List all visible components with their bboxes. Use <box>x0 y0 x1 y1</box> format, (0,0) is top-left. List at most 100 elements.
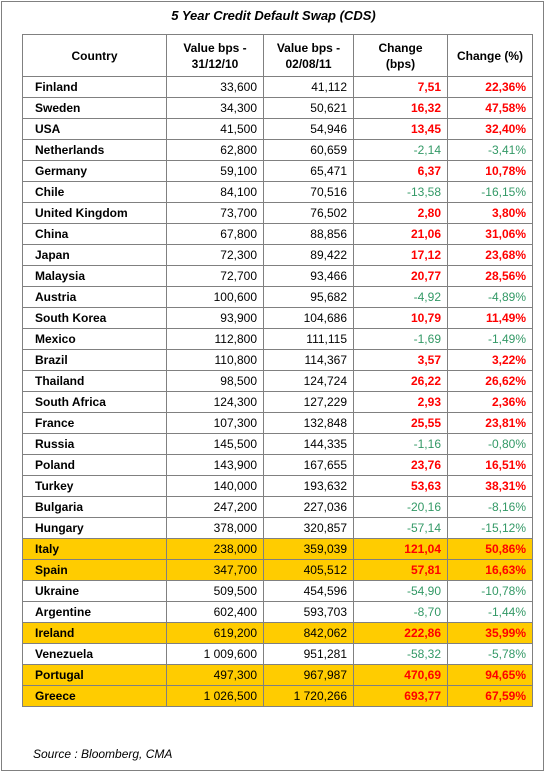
value-2010-cell: 112,800 <box>166 328 264 350</box>
header-country: Country <box>22 34 167 77</box>
value-2011-cell: 70,516 <box>263 181 354 203</box>
change-bps-cell: 693,77 <box>353 685 448 707</box>
change-pct-cell: -4,89% <box>447 286 533 308</box>
change-bps-cell: 26,22 <box>353 370 448 392</box>
change-bps-cell: -54,90 <box>353 580 448 602</box>
value-2010-cell: 247,200 <box>166 496 264 518</box>
value-2010-cell: 98,500 <box>166 370 264 392</box>
value-2011-cell: 104,686 <box>263 307 354 329</box>
country-cell: Ukraine <box>22 580 167 602</box>
value-2011-cell: 1 720,266 <box>263 685 354 707</box>
value-2010-cell: 124,300 <box>166 391 264 413</box>
table-row: Argentine 602,400 593,703 -8,70 -1,44% <box>22 601 533 623</box>
header-change-line2: (bps) <box>385 56 416 71</box>
country-cell: Greece <box>22 685 167 707</box>
country-cell: Venezuela <box>22 643 167 665</box>
table-row: Netherlands 62,800 60,659 -2,14 -3,41% <box>22 139 533 161</box>
change-bps-cell: 57,81 <box>353 559 448 581</box>
value-2011-cell: 76,502 <box>263 202 354 224</box>
country-cell: Poland <box>22 454 167 476</box>
value-2010-cell: 145,500 <box>166 433 264 455</box>
country-cell: Germany <box>22 160 167 182</box>
change-bps-cell: 10,79 <box>353 307 448 329</box>
value-2011-cell: 60,659 <box>263 139 354 161</box>
value-2011-cell: 951,281 <box>263 643 354 665</box>
country-cell: Hungary <box>22 517 167 539</box>
country-cell: Mexico <box>22 328 167 350</box>
table-row: Chile 84,100 70,516 -13,58 -16,15% <box>22 181 533 203</box>
value-2011-cell: 127,229 <box>263 391 354 413</box>
country-cell: Austria <box>22 286 167 308</box>
header-value-2010-line1: Value bps - <box>183 40 247 55</box>
table-row: Turkey 140,000 193,632 53,63 38,31% <box>22 475 533 497</box>
change-pct-cell: -16,15% <box>447 181 533 203</box>
change-pct-cell: 32,40% <box>447 118 533 140</box>
value-2011-cell: 967,987 <box>263 664 354 686</box>
value-2011-cell: 54,946 <box>263 118 354 140</box>
value-2010-cell: 72,700 <box>166 265 264 287</box>
table-row: Venezuela 1 009,600 951,281 -58,32 -5,78% <box>22 643 533 665</box>
country-cell: China <box>22 223 167 245</box>
change-bps-cell: -58,32 <box>353 643 448 665</box>
table-row: Portugal 497,300 967,987 470,69 94,65% <box>22 664 533 686</box>
value-2011-cell: 93,466 <box>263 265 354 287</box>
change-bps-cell: 3,57 <box>353 349 448 371</box>
value-2011-cell: 114,367 <box>263 349 354 371</box>
table-row: Japan 72,300 89,422 17,12 23,68% <box>22 244 533 266</box>
table-row: Finland 33,600 41,112 7,51 22,36% <box>22 76 533 98</box>
change-pct-cell: 67,59% <box>447 685 533 707</box>
value-2011-cell: 593,703 <box>263 601 354 623</box>
change-bps-cell: -1,16 <box>353 433 448 455</box>
value-2010-cell: 1 009,600 <box>166 643 264 665</box>
value-2011-cell: 405,512 <box>263 559 354 581</box>
country-cell: United Kingdom <box>22 202 167 224</box>
header-change-bps: Change (bps) <box>353 34 448 77</box>
cds-table: Country Value bps - 31/12/10 Value bps -… <box>22 34 533 707</box>
table-title: 5 Year Credit Default Swap (CDS) <box>171 8 376 23</box>
country-cell: Brazil <box>22 349 167 371</box>
change-pct-cell: 11,49% <box>447 307 533 329</box>
country-cell: Sweden <box>22 97 167 119</box>
change-pct-cell: 35,99% <box>447 622 533 644</box>
value-2010-cell: 509,500 <box>166 580 264 602</box>
value-2010-cell: 347,700 <box>166 559 264 581</box>
change-pct-cell: -15,12% <box>447 517 533 539</box>
change-bps-cell: 20,77 <box>353 265 448 287</box>
table-row: Hungary 378,000 320,857 -57,14 -15,12% <box>22 517 533 539</box>
country-cell: Spain <box>22 559 167 581</box>
country-cell: Portugal <box>22 664 167 686</box>
country-cell: Argentine <box>22 601 167 623</box>
value-2010-cell: 378,000 <box>166 517 264 539</box>
change-bps-cell: -4,92 <box>353 286 448 308</box>
value-2010-cell: 67,800 <box>166 223 264 245</box>
change-pct-cell: 16,63% <box>447 559 533 581</box>
change-bps-cell: 16,32 <box>353 97 448 119</box>
change-pct-cell: -1,49% <box>447 328 533 350</box>
value-2010-cell: 107,300 <box>166 412 264 434</box>
value-2011-cell: 193,632 <box>263 475 354 497</box>
header-value-2010-line2: 31/12/10 <box>191 56 239 71</box>
value-2011-cell: 132,848 <box>263 412 354 434</box>
value-2011-cell: 89,422 <box>263 244 354 266</box>
table-row: United Kingdom 73,700 76,502 2,80 3,80% <box>22 202 533 224</box>
table-row: South Korea 93,900 104,686 10,79 11,49% <box>22 307 533 329</box>
change-bps-cell: 121,04 <box>353 538 448 560</box>
change-bps-cell: -57,14 <box>353 517 448 539</box>
table-row: Greece 1 026,500 1 720,266 693,77 67,59% <box>22 685 533 707</box>
table-row: Malaysia 72,700 93,466 20,77 28,56% <box>22 265 533 287</box>
value-2011-cell: 124,724 <box>263 370 354 392</box>
change-pct-cell: 26,62% <box>447 370 533 392</box>
value-2010-cell: 110,800 <box>166 349 264 371</box>
change-bps-cell: -8,70 <box>353 601 448 623</box>
change-bps-cell: 6,37 <box>353 160 448 182</box>
source-note: Source : Bloomberg, CMA <box>33 747 173 761</box>
change-pct-cell: -3,41% <box>447 139 533 161</box>
header-row: Country Value bps - 31/12/10 Value bps -… <box>22 34 533 77</box>
change-pct-cell: -10,78% <box>447 580 533 602</box>
header-value-2011: Value bps - 02/08/11 <box>263 34 354 77</box>
value-2011-cell: 111,115 <box>263 328 354 350</box>
table-row: Germany 59,100 65,471 6,37 10,78% <box>22 160 533 182</box>
value-2011-cell: 88,856 <box>263 223 354 245</box>
country-cell: Thailand <box>22 370 167 392</box>
